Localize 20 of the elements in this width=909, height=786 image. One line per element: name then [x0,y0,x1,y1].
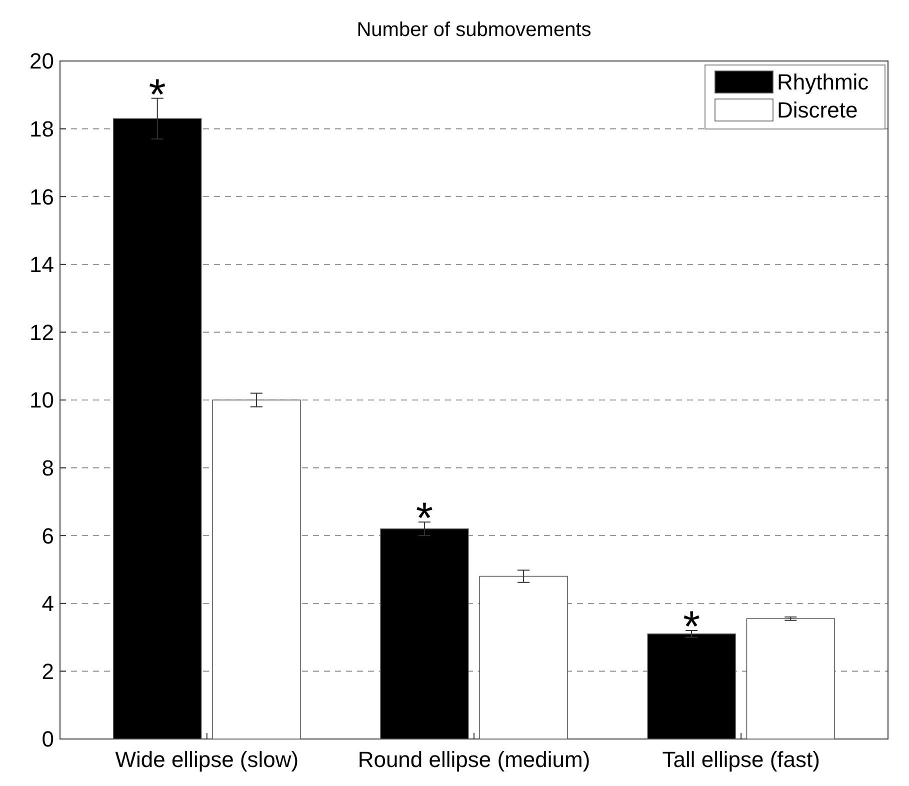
y-tick-label: 12 [30,320,54,345]
y-tick-label: 18 [30,116,54,142]
annotation: * [416,494,434,544]
chart-title: Number of submovements [356,19,592,41]
y-tick-label: 4 [42,591,54,616]
x-tick-label: Round ellipse (medium) [358,747,590,772]
y-tick-label: 14 [30,252,54,278]
legend-label: Discrete [777,98,858,123]
y-tick-label: 2 [42,658,54,684]
y-tick-label: 20 [30,48,54,74]
y-tick-label: 8 [42,456,54,480]
x-tick-label: Tall ellipse (fast) [662,747,820,772]
y-tick-label: 6 [42,523,54,548]
x-tick-label: Wide ellipse (slow) [115,747,299,772]
y-tick-label: 0 [42,726,54,752]
y-tick-label: 16 [30,184,54,210]
legend-label: Rhythmic [777,70,869,95]
annotation: * [148,70,166,120]
y-tick-label: 10 [30,388,54,413]
annotation: * [682,602,700,652]
